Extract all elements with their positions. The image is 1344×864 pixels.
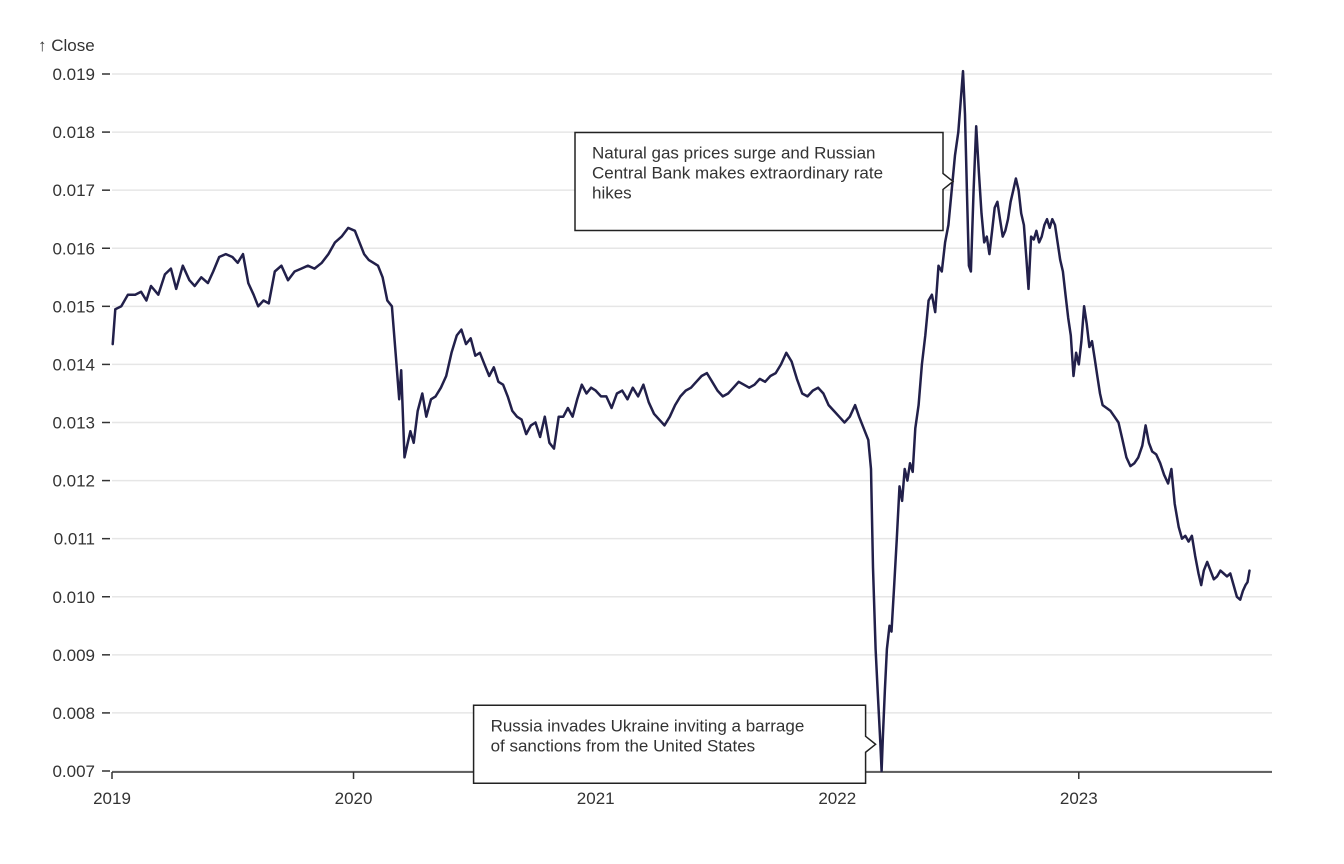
y-tick-label: 0.010 (52, 588, 95, 607)
y-tick-label: 0.016 (52, 239, 95, 258)
y-tick-label: 0.011 (54, 530, 95, 549)
y-tick-label: 0.008 (52, 704, 95, 723)
grid-lines (112, 73, 1272, 772)
close-series-line (111, 69, 1251, 773)
x-tick-label: 2019 (93, 789, 131, 808)
y-tick-label: 0.012 (52, 472, 95, 491)
annotation-text: hikes (592, 183, 632, 202)
annotation-text: of sanctions from the United States (491, 736, 756, 755)
y-tick-label: 0.009 (52, 646, 95, 665)
y-tick-label: 0.013 (52, 414, 95, 433)
y-tick-label: 0.014 (52, 355, 95, 374)
x-tick-label: 2022 (818, 789, 856, 808)
annotation-box (574, 131, 955, 232)
y-tick-label: 0.007 (52, 762, 95, 781)
y-tick-label: 0.015 (52, 297, 95, 316)
x-tick-label: 2021 (577, 789, 615, 808)
series-layer (111, 69, 1251, 773)
annotation-text: Natural gas prices surge and Russian (592, 143, 875, 162)
annotation-box (472, 704, 877, 785)
x-tick-label: 2023 (1060, 789, 1098, 808)
annotation-text: Russia invades Ukraine inviting a barrag… (491, 716, 805, 735)
annotation-callout: Natural gas prices surge and RussianCent… (574, 131, 955, 232)
annotation-callout: Russia invades Ukraine inviting a barrag… (472, 704, 877, 785)
x-tick-label: 2020 (335, 789, 373, 808)
y-tick-label: 0.018 (52, 123, 95, 142)
annotation-text: Central Bank makes extraordinary rate (592, 163, 883, 182)
y-axis-title: ↑ Close (38, 36, 95, 55)
y-tick-label: 0.019 (52, 65, 95, 84)
annotations: Natural gas prices surge and RussianCent… (472, 131, 955, 785)
y-tick-label: 0.017 (52, 181, 95, 200)
y-axis: 0.007 0.008 0.009 0.010 0.011 0.012 0.013 0.014… (52, 65, 110, 781)
